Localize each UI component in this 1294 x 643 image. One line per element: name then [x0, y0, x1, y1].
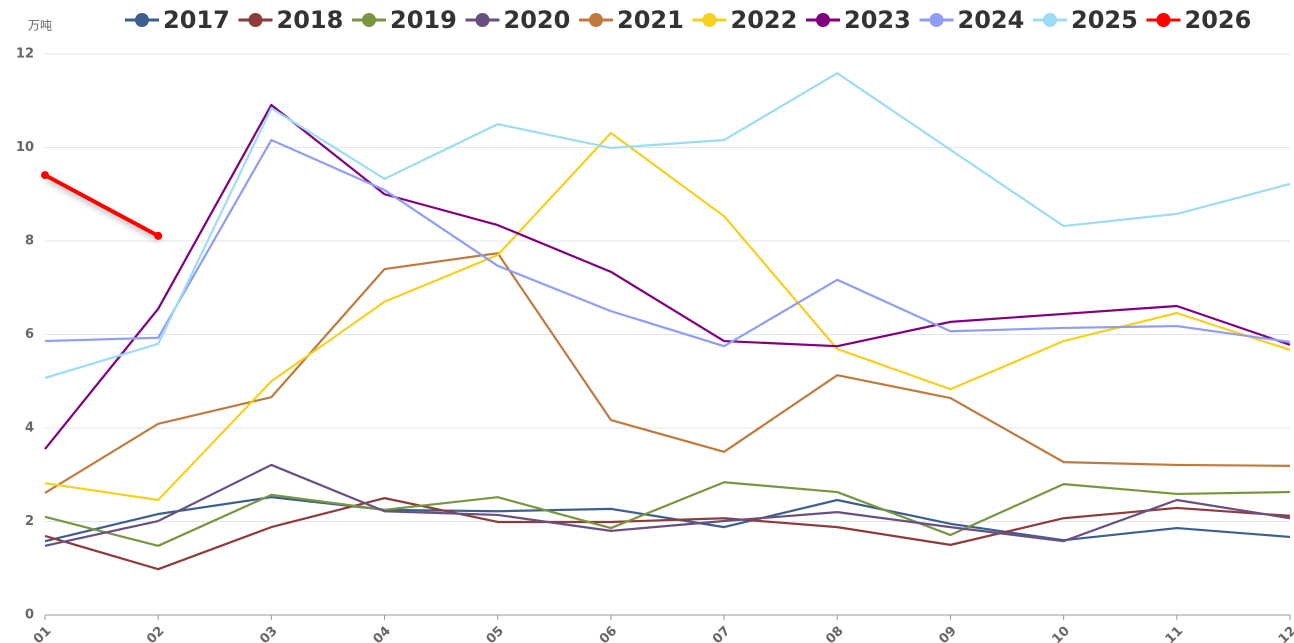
legend-label: 2018 — [277, 6, 344, 34]
legend-dot — [248, 13, 263, 27]
y-tick-label: 2 — [25, 514, 34, 529]
x-tick-label: 05 — [484, 624, 507, 643]
legend-label: 2020 — [504, 6, 571, 34]
legend-dot — [135, 13, 149, 27]
x-tick-label: 08 — [823, 624, 846, 643]
x-tick-label: 03 — [257, 624, 280, 643]
legend-label: 2017 — [163, 6, 230, 34]
legend-label: 2025 — [1071, 6, 1138, 34]
legend-label: 2023 — [844, 6, 911, 34]
x-tick-label: 09 — [936, 624, 959, 643]
x-tick-label: 10 — [1050, 624, 1073, 643]
legend-dot — [816, 13, 830, 27]
series-line — [44, 131, 1291, 502]
x-tick-label: 01 — [31, 624, 54, 643]
legend-dot — [929, 13, 944, 27]
series-line — [44, 138, 1291, 348]
series-line — [44, 103, 1291, 450]
y-unit: 万吨 — [28, 19, 52, 33]
legend-dot — [1156, 13, 1171, 27]
legend-dot — [1043, 13, 1057, 27]
y-tick-label: 6 — [25, 327, 34, 342]
y-tick-label: 12 — [16, 47, 34, 62]
x-tick-label: 07 — [710, 624, 733, 643]
legend-label: 2026 — [1185, 6, 1252, 34]
legend-dot — [589, 13, 603, 27]
x-tick-label: 11 — [1163, 624, 1186, 643]
x-tick-label: 06 — [597, 624, 620, 643]
legend-label: 2024 — [958, 6, 1025, 34]
point — [41, 171, 49, 180]
y-tick-label: 0 — [25, 608, 34, 623]
series-line — [44, 497, 1291, 571]
y-tick-label: 4 — [25, 421, 34, 436]
series-line — [44, 496, 1291, 543]
x-tick-label: 04 — [370, 624, 393, 643]
series-line — [44, 72, 1291, 380]
legend-label: 2019 — [390, 6, 457, 34]
series-line — [44, 463, 1291, 547]
y-tick-label: 10 — [16, 140, 34, 155]
series-line — [44, 173, 160, 238]
x-tick-label: 02 — [144, 624, 167, 643]
series-line — [44, 481, 1291, 547]
series-line — [44, 252, 1291, 494]
x-tick-label: 12 — [1276, 624, 1294, 643]
legend-dot — [475, 13, 490, 27]
legend-dot — [702, 13, 717, 27]
point — [154, 231, 163, 240]
y-tick-label: 8 — [25, 234, 34, 249]
legend-label: 2021 — [617, 6, 684, 34]
legend-dot — [362, 13, 376, 27]
legend-label: 2022 — [731, 6, 798, 34]
